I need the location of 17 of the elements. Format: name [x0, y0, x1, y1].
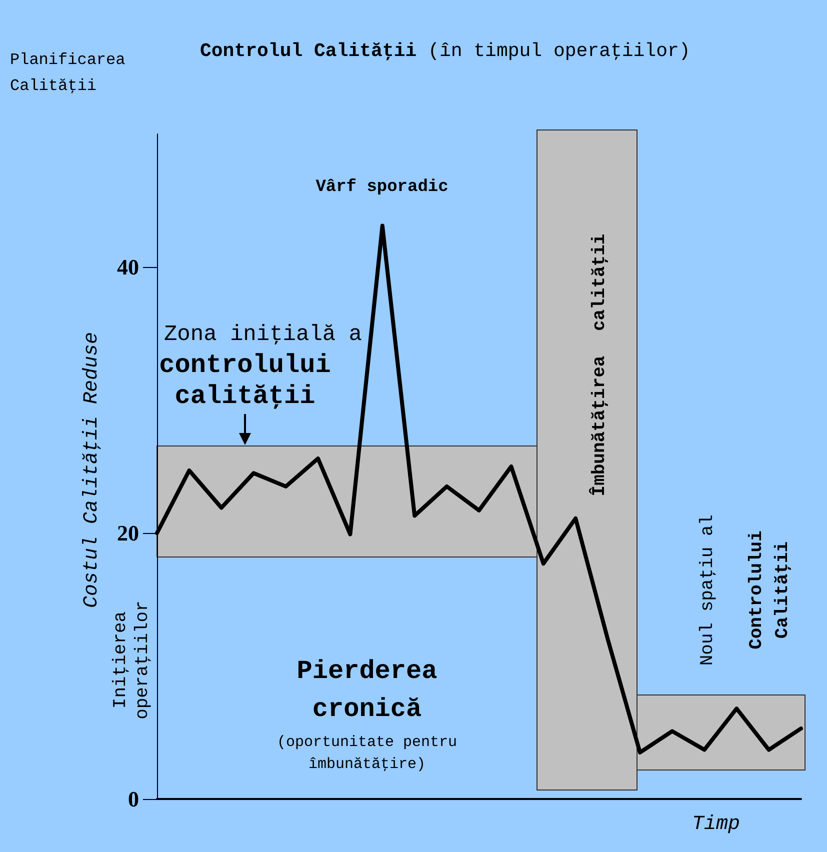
annotation: (oportunitate pentru îmbunătăţire) — [276, 733, 458, 775]
annotation: Îmbunătăţirea calităţii — [590, 232, 610, 498]
text: Iniţierea operaţiilor — [110, 600, 154, 722]
annotation: Vârf sporadic — [314, 178, 450, 197]
y-tick-label: 20 — [117, 520, 139, 546]
y-tick-label: 0 — [128, 786, 139, 812]
y-tick-label: 40 — [117, 254, 139, 280]
annotation: Zona iniţială a — [163, 322, 363, 347]
x-axis-title: Timp — [692, 813, 740, 836]
annotation: Pierderea cronică — [296, 655, 438, 726]
y-axis-title: Costul Calităţii Reduse — [80, 332, 104, 608]
annotation: controlului calităţii — [158, 350, 332, 412]
annotation: Noul spaţiu al — [697, 513, 719, 668]
annotation: Controlului Calităţii — [746, 530, 794, 652]
text: Planificarea Calităţii — [10, 50, 126, 97]
chart-title: Controlul Calităţii — [200, 40, 417, 62]
chart-subtitle: (în timpul operaţiilor) — [427, 40, 690, 62]
